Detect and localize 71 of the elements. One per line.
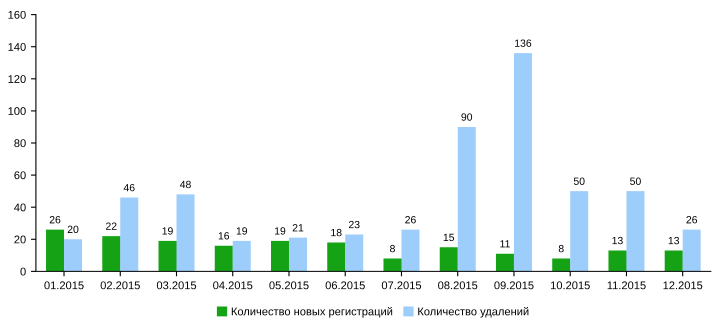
y-tick-label: 120 (8, 75, 26, 83)
data-label: 20 (68, 226, 78, 234)
bar (608, 250, 626, 272)
bar (46, 230, 64, 272)
data-label: 50 (574, 178, 585, 185)
x-tick-label: 10.2015 (550, 281, 590, 290)
bar (64, 239, 82, 272)
data-label: 136 (515, 40, 532, 47)
y-tick-label: 160 (8, 10, 26, 19)
bar (176, 194, 195, 272)
data-label: 11 (500, 240, 510, 248)
x-tick-label: 04.2015 (213, 281, 252, 290)
y-tick-label: 140 (8, 42, 26, 51)
bar (158, 240, 177, 272)
bar (327, 242, 346, 272)
x-tick-label: 02.2015 (100, 281, 140, 290)
bar (401, 230, 420, 272)
data-label: 19 (162, 227, 173, 235)
bar (682, 230, 701, 272)
data-label: 26 (405, 216, 416, 224)
y-tick-label: 80 (14, 139, 26, 148)
bar (232, 240, 251, 272)
y-tick-label: 20 (14, 236, 26, 244)
bar (102, 236, 120, 272)
x-tick-label: 05.2015 (269, 281, 309, 290)
bar (288, 238, 307, 272)
x-tick-label: 11.2015 (608, 281, 646, 290)
data-label: 13 (668, 236, 680, 244)
y-tick-label: 0 (20, 268, 26, 276)
data-label: 23 (348, 220, 360, 228)
data-label: 19 (275, 227, 286, 235)
data-label: 26 (50, 216, 60, 224)
data-label: 26 (686, 216, 698, 224)
data-label: 13 (612, 236, 623, 244)
y-tick-label: 100 (8, 107, 26, 116)
data-label: 50 (630, 178, 641, 185)
data-label: 18 (331, 228, 342, 236)
bar (458, 126, 476, 272)
legend-label: Количество новых регистраций (232, 307, 392, 318)
x-tick-label: 06.2015 (326, 281, 365, 290)
data-label: 48 (180, 180, 191, 188)
data-label: 22 (106, 222, 117, 230)
legend-label: Количество удалений (418, 307, 528, 318)
bar (345, 234, 364, 272)
data-label: 46 (124, 184, 135, 192)
bar (496, 254, 514, 272)
x-tick-label: 09.2015 (494, 281, 534, 290)
bar (440, 247, 458, 272)
x-tick-label: 03.2015 (156, 281, 196, 290)
data-label: 16 (218, 232, 230, 240)
x-tick-label: 12.2015 (663, 281, 702, 290)
bar (626, 191, 644, 272)
y-tick-label: 40 (14, 203, 26, 212)
data-label: 15 (444, 234, 454, 242)
bar (120, 198, 138, 272)
x-tick-label: 08.2015 (438, 281, 478, 290)
data-label: 90 (461, 113, 472, 121)
x-tick-label: 01.2015 (44, 281, 84, 290)
bar (514, 53, 532, 272)
data-label: 8 (390, 244, 395, 252)
y-tick-label: 60 (14, 171, 26, 180)
bar (383, 258, 402, 272)
bar (664, 250, 683, 272)
bar (570, 191, 588, 272)
data-label: 21 (292, 224, 304, 232)
x-tick-label: 07.2015 (382, 281, 422, 290)
bar (214, 246, 233, 272)
bar (552, 258, 570, 272)
data-label: 8 (558, 244, 564, 252)
bar (270, 240, 289, 272)
data-label: 19 (236, 227, 248, 235)
